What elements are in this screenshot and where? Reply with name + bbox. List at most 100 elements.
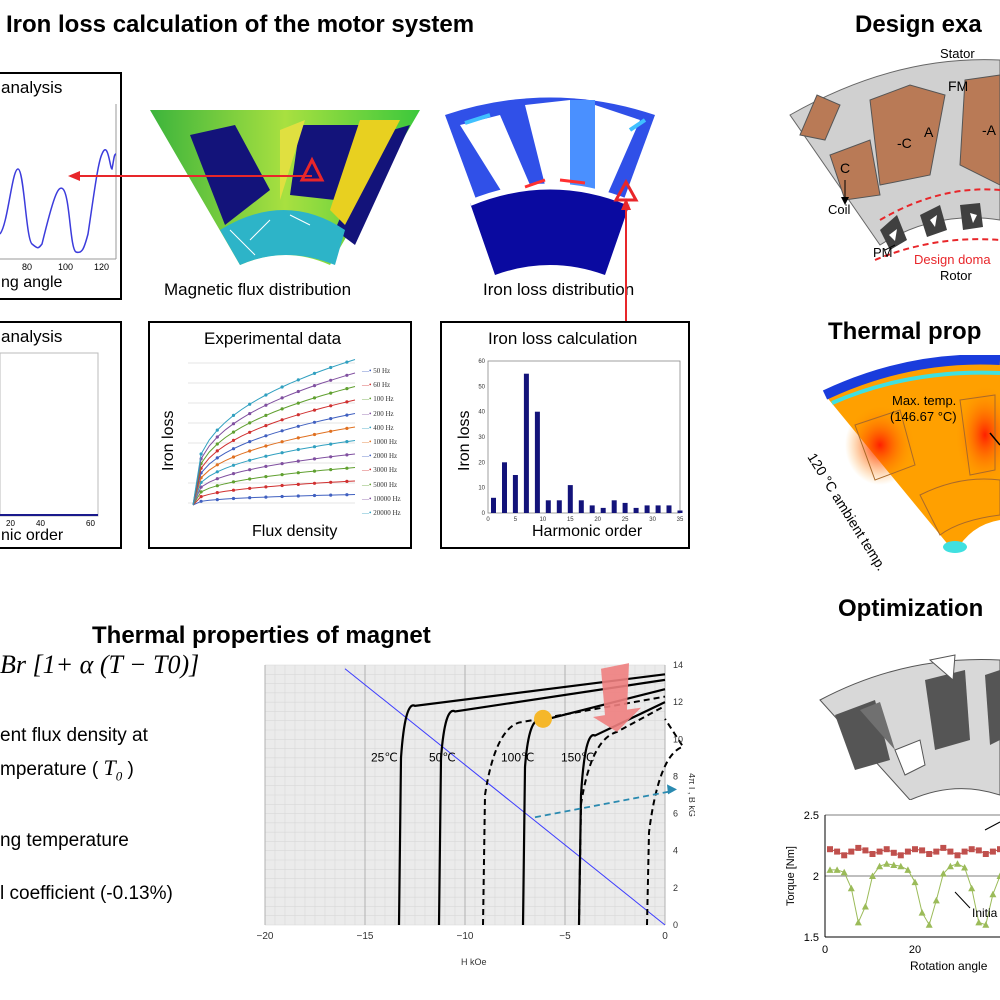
torque-marker (989, 848, 996, 855)
harmonic-analysis-panel: analysis 20 40 60 nic order (0, 321, 122, 549)
loss-curve-marker (231, 413, 236, 417)
x-axis-label: H kOe (461, 957, 487, 967)
legend-entry: —• 5000 Hz (362, 480, 398, 489)
arrowhead (621, 198, 631, 210)
loss-curve-marker (248, 440, 252, 444)
torque-marker (883, 860, 891, 867)
torque-marker (946, 862, 954, 870)
x-tick-label: −10 (457, 931, 474, 942)
loss-curve-marker (215, 484, 219, 488)
label-max-temp-value: (146.67 °C) (890, 409, 957, 424)
y-tick-label: 2.5 (804, 810, 819, 822)
bh-curve-solid (397, 673, 666, 926)
temperature-label: 50℃ (429, 751, 456, 765)
harmonic-bar (512, 475, 518, 513)
x-axis-label: Flux density (252, 523, 338, 540)
loss-curve-2000hz (192, 413, 356, 506)
loss-curve-marker (345, 479, 349, 483)
loss-curve-marker (280, 429, 284, 433)
loss-curve-marker (248, 496, 252, 500)
x-tick-label: 0 (486, 517, 490, 523)
loss-curve-marker (312, 408, 317, 412)
loss-curve-marker (199, 490, 203, 494)
loss-curve-marker (215, 470, 219, 474)
loss-curve-marker (312, 493, 317, 498)
loss-curve-marker (296, 389, 300, 394)
legend-label: 5000 Hz (373, 480, 398, 489)
torque-marker (876, 848, 883, 855)
loss-curve-marker (231, 430, 236, 434)
x-tick-label: −15 (357, 931, 374, 942)
y-axis-label: Torque [Nm] (785, 846, 797, 906)
loss-curve-marker (312, 371, 317, 375)
temperature-label: 150℃ (561, 751, 595, 765)
loss-curve-marker (345, 426, 349, 430)
y-tick-label: 2 (673, 883, 678, 893)
loss-curve-marker (215, 491, 219, 495)
y-tick-label: 14 (673, 660, 683, 670)
torque-marker (933, 848, 940, 855)
loss-curve-marker (345, 413, 349, 417)
harmonic-bar (600, 507, 606, 513)
label-rotor: Rotor (940, 268, 972, 283)
torque-marker (911, 878, 919, 886)
torque-marker (932, 896, 940, 904)
plot-frame (487, 360, 681, 514)
y-axis-label: 4π I , B kG (687, 773, 695, 817)
panel-title: Iron loss calculation (488, 329, 638, 348)
loss-curve-marker (296, 401, 300, 405)
torque-marker (961, 864, 969, 871)
y-tick-label: 0 (482, 511, 486, 517)
torque-plot: 1.5 2 2.5 0 20 Rotation angle Torque [Nm] Initi… (785, 810, 1000, 973)
y-tick-label: 30 (478, 435, 485, 441)
magnet-desc-4: l coefficient (-0.13%) (0, 883, 173, 904)
loss-curve-marker (231, 438, 236, 442)
loss-curve-3000hz (192, 399, 356, 506)
bh-curve-dashed (482, 695, 666, 926)
legend-label: 200 Hz (373, 409, 394, 418)
y-tick-label: 10 (478, 486, 485, 492)
harmonic-bar (655, 505, 661, 513)
loss-curve-marker (248, 402, 252, 406)
harmonic-bar (589, 505, 595, 513)
legend-entry: —• 200 Hz (362, 409, 394, 418)
panel-title: analysis (1, 78, 63, 97)
legend-label: 50 Hz (373, 367, 391, 375)
loss-curve-marker (248, 477, 252, 481)
x-axis-label: ng angle (1, 274, 63, 291)
x-tick-label: 10 (540, 517, 547, 523)
legend-label: 1000 Hz (373, 437, 398, 446)
waveform-plot (0, 104, 117, 260)
triangle-marker (299, 156, 325, 182)
loss-curve-marker (199, 485, 203, 489)
y-tick-label: 40 (478, 410, 485, 416)
loss-curve-marker (329, 480, 333, 484)
torque-marker (996, 872, 1000, 879)
loss-curve-marker (345, 453, 349, 457)
loss-curve-marker (264, 403, 268, 407)
loss-curve-400hz (192, 440, 356, 506)
loss-curve-marker (312, 396, 317, 400)
torque-marker (833, 866, 841, 873)
loss-curve-marker (345, 387, 349, 391)
loss-curve-marker (280, 385, 284, 389)
harmonic-bar (567, 485, 573, 513)
loss-curve-marker (296, 424, 300, 428)
loss-curve-marker (231, 455, 236, 459)
y-tick-label: 4 (673, 846, 678, 856)
harmonic-plot (0, 352, 99, 517)
time-analysis-panel: analysis 80 100 120 ng angle (0, 72, 122, 300)
t0-letter: T (103, 755, 116, 780)
temperature-label: 100℃ (501, 751, 535, 765)
y-tick-label: 50 (478, 384, 485, 390)
torque-marker (854, 918, 862, 926)
x-tick-label: −5 (559, 931, 571, 942)
loss-curve-marker (280, 451, 284, 455)
loss-curve-marker (329, 378, 333, 382)
recoil-arrow (534, 790, 672, 819)
label-coil: Coil (828, 202, 851, 217)
label-pm: PM (873, 245, 893, 260)
torque-marker (947, 848, 954, 855)
loss-curve-marker (231, 447, 236, 451)
loss-curve-marker (296, 482, 300, 486)
